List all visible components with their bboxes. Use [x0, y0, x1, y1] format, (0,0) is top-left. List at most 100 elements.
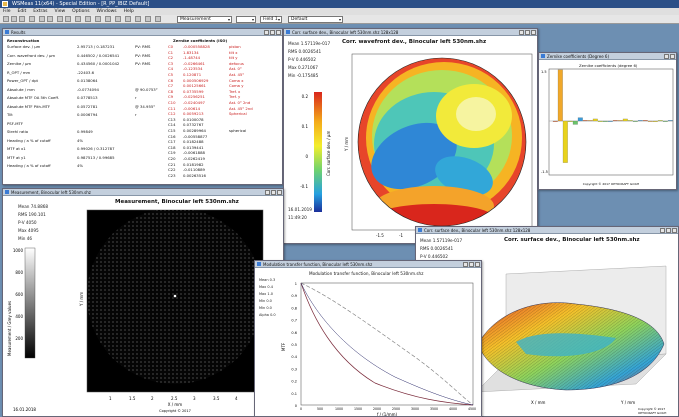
close-button[interactable] [531, 30, 536, 35]
close-button[interactable] [672, 228, 677, 233]
play-icon[interactable] [125, 16, 131, 22]
stat-rms: RMS 0.0026541 [420, 246, 454, 251]
mtf-stats: Mean 0.3 Max 0.4 Max 1.0 Min 0.0 Min 0.0… [259, 278, 276, 320]
zernike-value: -0.000558828 [183, 44, 210, 49]
measurement-colorbar [24, 247, 36, 359]
measurement-window[interactable]: Measurement, Binocular left 530nm.shz Me… [2, 188, 284, 417]
info-icon[interactable] [145, 16, 151, 22]
menu-file[interactable]: File [3, 9, 11, 14]
measure-icon[interactable] [39, 16, 45, 22]
stat-pv: P-V 4050 [18, 220, 37, 225]
result-value: 4% [77, 163, 84, 168]
grid-icon[interactable] [85, 16, 91, 22]
zernike-value: -0.0256251 [183, 94, 205, 100]
results-window[interactable]: Results Reconstruction Zernike coefficie… [2, 28, 283, 185]
result-note: PV: RMS [135, 61, 151, 66]
minimize-button[interactable] [664, 54, 669, 59]
mode-combo[interactable]: Measurement [177, 16, 232, 23]
minimize-button[interactable] [519, 30, 524, 35]
view-combo[interactable] [236, 16, 256, 23]
window-buttons [265, 190, 282, 195]
zoom-in-icon[interactable] [57, 16, 63, 22]
close-button[interactable] [475, 262, 480, 267]
print-icon[interactable] [29, 16, 35, 22]
stat-mean: Mean 1.57119e-017 [420, 238, 463, 243]
zernike-index: C17 [168, 139, 176, 145]
tool-icon[interactable] [155, 16, 161, 22]
measurement-title-bar[interactable]: Measurement, Binocular left 530nm.shz [3, 189, 283, 196]
window-icon [5, 190, 9, 194]
minimize-button[interactable] [463, 262, 468, 267]
maximize-button[interactable] [270, 30, 275, 35]
heading-zernike: Zernike coefficients (ISO) [173, 38, 228, 43]
close-button[interactable] [277, 190, 282, 195]
surface3d-window[interactable]: Corr. surface dev., Binocular left 530nm… [415, 226, 679, 417]
zernike-note: piston [229, 44, 241, 49]
menu-extras[interactable]: Extras [33, 9, 48, 14]
maximize-button[interactable] [666, 228, 671, 233]
chart-icon[interactable] [95, 16, 101, 22]
result-label: PSF-MTF [7, 120, 24, 126]
zernike-index: C7 [168, 83, 174, 89]
zernike-value: 0.0735599 [183, 88, 204, 94]
zbar-bars [552, 69, 673, 163]
wavefront-window[interactable]: Corr. surface dev., Binocular left 530nm… [283, 28, 538, 244]
menu-options[interactable]: Options [72, 9, 90, 14]
menu-windows[interactable]: Windows [96, 9, 117, 14]
x-tick: 2.5 [171, 396, 178, 401]
menu-help[interactable]: Help [123, 9, 134, 14]
camera-icon[interactable] [105, 16, 111, 22]
result-value: -22403.6 [77, 69, 95, 75]
wavefront-plot: 0.2 0.1 0 -0.1 Corr. surface dev. / µm -… [300, 53, 533, 238]
measurement-x-label: X / mm [168, 402, 183, 407]
live-icon[interactable] [47, 16, 53, 22]
stop-icon[interactable] [135, 16, 141, 22]
close-button[interactable] [670, 54, 675, 59]
close-button[interactable] [276, 30, 281, 35]
wavefront-y-label: Y / mm [344, 137, 349, 152]
zernike-bar-window[interactable]: Zernike coefficients (Degree 6) Zernike … [538, 52, 677, 190]
mtf-y-tick: 0.1 [291, 392, 297, 396]
wavefront-title-bar[interactable]: Corr. surface dev., Binocular left 530nm… [284, 29, 537, 36]
surface3d-title-bar[interactable]: Corr. surface dev., Binocular left 530nm… [416, 227, 678, 234]
minimize-button[interactable] [660, 228, 665, 233]
measurement-win-title: Measurement, Binocular left 530nm.shz [11, 190, 91, 195]
zoom-out-icon[interactable] [65, 16, 71, 22]
zernike-bar-title-bar[interactable]: Zernike coefficients (Degree 6) [539, 53, 676, 60]
menu-view[interactable]: View [54, 9, 66, 14]
results-title-bar[interactable]: Results [3, 29, 282, 36]
maximize-button[interactable] [271, 190, 276, 195]
zernike-value: -0.0061888 [183, 150, 205, 156]
zbar-bar [577, 117, 583, 122]
save-icon[interactable] [19, 16, 25, 22]
minimize-button[interactable] [264, 30, 269, 35]
zernike-value: 1.83134 [183, 49, 199, 55]
zernike-index: C9 [168, 94, 174, 100]
new-icon[interactable] [3, 16, 9, 22]
minimize-button[interactable] [265, 190, 270, 195]
open-icon[interactable] [11, 16, 17, 22]
mtf-window[interactable]: Modulation transfer function, Binocular … [254, 260, 482, 417]
export-icon[interactable] [115, 16, 121, 22]
mtf-title-bar[interactable]: Modulation transfer function, Binocular … [255, 261, 481, 268]
zernike-value: 0.0181982 [183, 161, 204, 167]
zbar-plot: 1.5 -1.5 Copyright © 2017 OPTOCRAFT GmbH [541, 68, 674, 186]
maximize-button[interactable] [525, 30, 530, 35]
result-note: r [135, 112, 137, 117]
zbar-bar [602, 120, 608, 122]
field-combo[interactable]: Field 1 [260, 16, 282, 23]
menu-edit[interactable]: Edit [17, 9, 27, 14]
zbar-bar [572, 120, 578, 125]
x-tick: 3.5 [213, 396, 220, 401]
cb-tick: 400 [15, 314, 23, 319]
maximize-button[interactable] [469, 262, 474, 267]
result-value: 0.0778513 [77, 95, 98, 100]
stat-rms: RMS 0.0026541 [288, 49, 322, 54]
mtf-win-title: Modulation transfer function, Binocular … [263, 262, 373, 267]
wavefront-map [358, 58, 526, 226]
window-buttons [664, 54, 675, 59]
settings-icon[interactable] [75, 16, 81, 22]
preset-combo[interactable]: Default [288, 16, 343, 23]
window-icon [541, 54, 545, 58]
mtf-y-tick: 1 [295, 282, 297, 286]
